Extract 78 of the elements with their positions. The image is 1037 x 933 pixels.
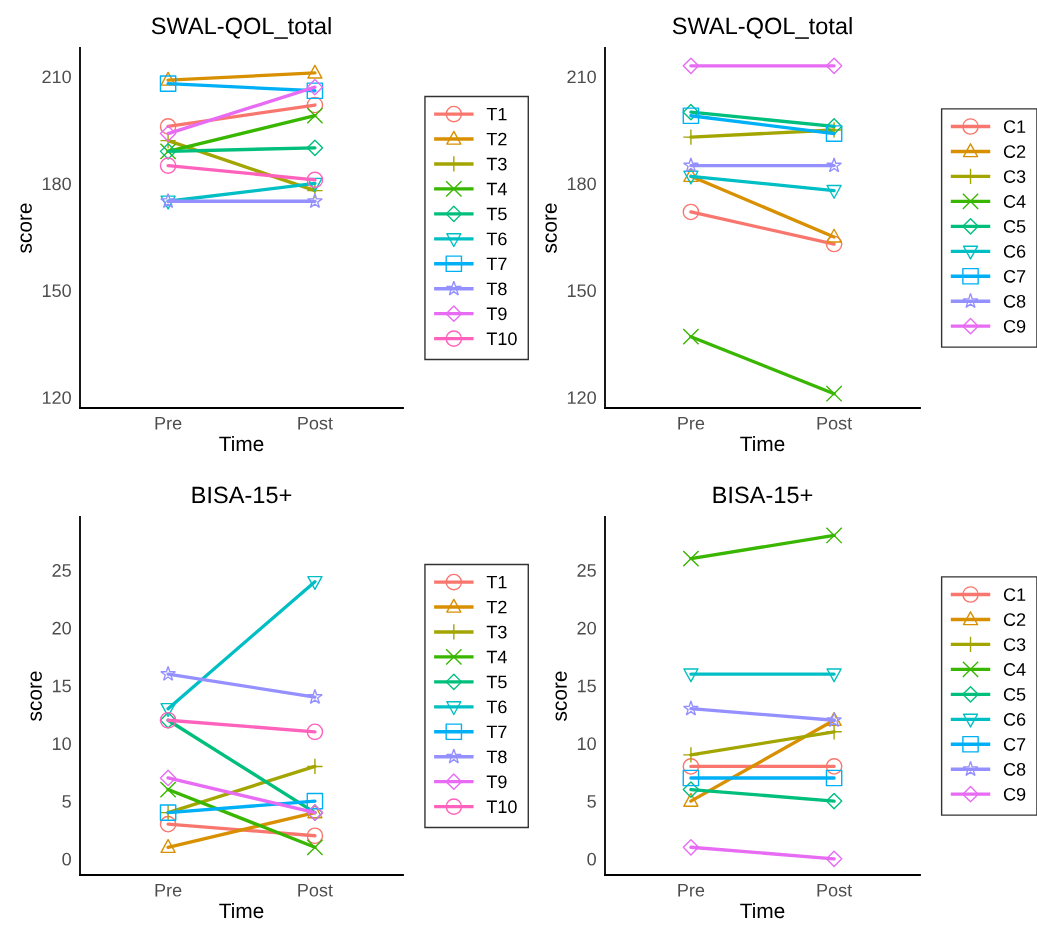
- y-tick-label: 120: [42, 391, 71, 405]
- chart-title: SWAL-QOL_total: [672, 17, 852, 39]
- legend-label: T4: [486, 650, 507, 664]
- legend-label: T5: [486, 675, 507, 689]
- legend-label: C5: [1003, 688, 1026, 701]
- legend-label: C1: [1003, 588, 1026, 602]
- y-axis-title: score: [20, 203, 32, 253]
- y-tick-label: 210: [42, 70, 71, 84]
- legend-label: T1: [486, 107, 507, 121]
- legend-label: C7: [1003, 269, 1026, 283]
- legend-label: T7: [486, 257, 507, 271]
- chart-title: BISA-15+: [713, 486, 813, 504]
- x-tick-label: Pre: [678, 884, 705, 897]
- chart-title: BISA-15+: [192, 486, 292, 504]
- legend-label: T10: [486, 332, 517, 346]
- y-tick-label: 120: [567, 391, 596, 405]
- legend-label: T3: [486, 157, 507, 171]
- y-tick-label: 0: [62, 852, 71, 866]
- legend-label: T6: [486, 232, 507, 246]
- legend-label: C7: [1003, 737, 1026, 751]
- y-tick-label: 210: [567, 70, 596, 84]
- y-tick-label: 15: [52, 679, 71, 693]
- legend-label: T9: [486, 775, 507, 789]
- legend-label: C2: [1003, 613, 1026, 626]
- legend-label: C6: [1003, 245, 1026, 258]
- x-axis-title: Time: [219, 435, 264, 452]
- x-tick-label: Post: [298, 417, 333, 430]
- y-axis-title: score: [555, 671, 567, 721]
- legend-label: C4: [1003, 663, 1026, 676]
- y-tick-label: 25: [52, 564, 71, 577]
- legend-label: T8: [486, 282, 507, 296]
- legend-label: T3: [486, 625, 507, 639]
- chart-title: SWAL-QOL_total: [151, 17, 331, 39]
- y-tick-label: 0: [587, 852, 596, 866]
- legend-label: T1: [486, 575, 507, 589]
- legend-label: C8: [1003, 294, 1026, 308]
- y-tick-label: 20: [52, 621, 71, 635]
- legend-label: T2: [486, 600, 507, 614]
- y-tick-label: 150: [42, 284, 71, 298]
- y-tick-label: 15: [577, 679, 596, 693]
- legend-label: T8: [486, 750, 507, 764]
- legend-label: C1: [1003, 120, 1026, 134]
- legend-label: C3: [1003, 170, 1026, 183]
- y-tick-label: 5: [62, 795, 71, 808]
- y-axis-title: score: [30, 671, 42, 721]
- legend-label: C6: [1003, 713, 1026, 726]
- legend-label: C5: [1003, 220, 1026, 233]
- legend-label: C4: [1003, 195, 1026, 208]
- y-tick-label: 180: [567, 177, 596, 191]
- x-tick-label: Post: [817, 417, 853, 430]
- x-tick-label: Pre: [678, 417, 705, 430]
- x-tick-label: Pre: [155, 884, 182, 897]
- x-axis-title: Time: [219, 902, 264, 919]
- y-tick-label: 20: [577, 621, 596, 635]
- y-tick-label: 25: [577, 564, 596, 577]
- legend-label: T9: [486, 307, 507, 321]
- legend-label: C9: [1003, 787, 1026, 801]
- x-axis-title: Time: [740, 902, 785, 919]
- legend-label: C2: [1003, 145, 1026, 158]
- y-axis-title: score: [545, 203, 557, 253]
- legend-label: T10: [486, 800, 517, 814]
- y-tick-label: 5: [587, 795, 596, 808]
- legend-label: T4: [486, 182, 507, 196]
- legend-label: T6: [486, 700, 507, 714]
- legend-label: C8: [1003, 762, 1026, 776]
- x-tick-label: Post: [817, 884, 853, 897]
- legend-label: T2: [486, 132, 507, 146]
- x-tick-label: Post: [298, 884, 333, 897]
- legend-label: C3: [1003, 638, 1026, 651]
- y-tick-label: 10: [577, 737, 596, 751]
- legend-label: T7: [486, 725, 507, 739]
- x-tick-label: Pre: [155, 417, 182, 430]
- y-tick-label: 150: [567, 284, 596, 298]
- y-tick-label: 180: [42, 177, 71, 191]
- legend-label: C9: [1003, 319, 1026, 333]
- legend-label: T5: [486, 207, 507, 221]
- x-axis-title: Time: [740, 435, 785, 452]
- y-tick-label: 10: [52, 737, 71, 751]
